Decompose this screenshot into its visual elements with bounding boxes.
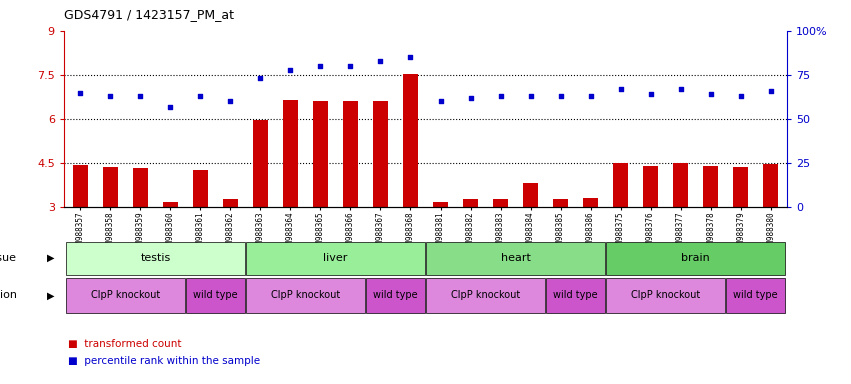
Text: liver: liver <box>323 253 348 263</box>
Point <box>494 93 507 99</box>
Text: ■  transformed count: ■ transformed count <box>68 339 181 349</box>
Point <box>104 93 117 99</box>
Text: heart: heart <box>500 253 530 263</box>
Point <box>134 93 147 99</box>
Point <box>464 95 477 101</box>
Point <box>163 104 177 110</box>
Bar <box>553 199 568 207</box>
Text: tissue: tissue <box>0 253 17 263</box>
Bar <box>763 164 778 207</box>
Point <box>704 91 717 98</box>
Bar <box>193 170 208 207</box>
Bar <box>73 165 88 207</box>
Text: ClpP knockout: ClpP knockout <box>631 290 700 300</box>
Bar <box>133 167 148 207</box>
Point <box>764 88 778 94</box>
Point <box>193 93 207 99</box>
Text: ▶: ▶ <box>48 253 54 263</box>
Bar <box>703 166 718 207</box>
Point <box>344 63 357 69</box>
Bar <box>313 101 328 207</box>
Text: ▶: ▶ <box>48 290 54 300</box>
Bar <box>523 183 538 207</box>
Bar <box>673 163 688 207</box>
Point <box>254 75 267 81</box>
Bar <box>613 162 628 207</box>
Point <box>403 54 417 60</box>
Bar <box>403 74 418 207</box>
Text: wild type: wild type <box>553 290 598 300</box>
Text: wild type: wild type <box>734 290 778 300</box>
Point <box>644 91 658 98</box>
Point <box>614 86 627 92</box>
Point <box>584 93 597 99</box>
Point <box>314 63 328 69</box>
Bar <box>433 202 448 207</box>
Bar <box>253 120 268 207</box>
Point <box>523 93 537 99</box>
Bar <box>373 101 388 207</box>
Bar <box>493 199 508 207</box>
Bar <box>223 199 238 207</box>
Point <box>734 93 747 99</box>
Point <box>283 66 297 73</box>
Point <box>224 98 237 104</box>
Point <box>674 86 688 92</box>
Text: testis: testis <box>140 253 170 263</box>
Text: GDS4791 / 1423157_PM_at: GDS4791 / 1423157_PM_at <box>64 8 234 21</box>
Point <box>554 93 568 99</box>
Bar <box>343 101 358 207</box>
Bar <box>463 199 478 207</box>
Text: ■  percentile rank within the sample: ■ percentile rank within the sample <box>68 356 260 366</box>
Text: ClpP knockout: ClpP knockout <box>91 290 160 300</box>
Point <box>434 98 448 104</box>
Text: ClpP knockout: ClpP knockout <box>451 290 520 300</box>
Text: genotype/variation: genotype/variation <box>0 290 17 300</box>
Text: wild type: wild type <box>374 290 418 300</box>
Text: ClpP knockout: ClpP knockout <box>271 290 340 300</box>
Bar <box>583 198 598 207</box>
Bar <box>734 167 748 207</box>
Bar <box>163 202 178 207</box>
Text: wild type: wild type <box>193 290 237 300</box>
Point <box>374 58 387 64</box>
Bar <box>103 167 117 207</box>
Point <box>73 89 87 96</box>
Bar <box>283 100 298 207</box>
Bar <box>643 166 658 207</box>
Text: brain: brain <box>682 253 710 263</box>
